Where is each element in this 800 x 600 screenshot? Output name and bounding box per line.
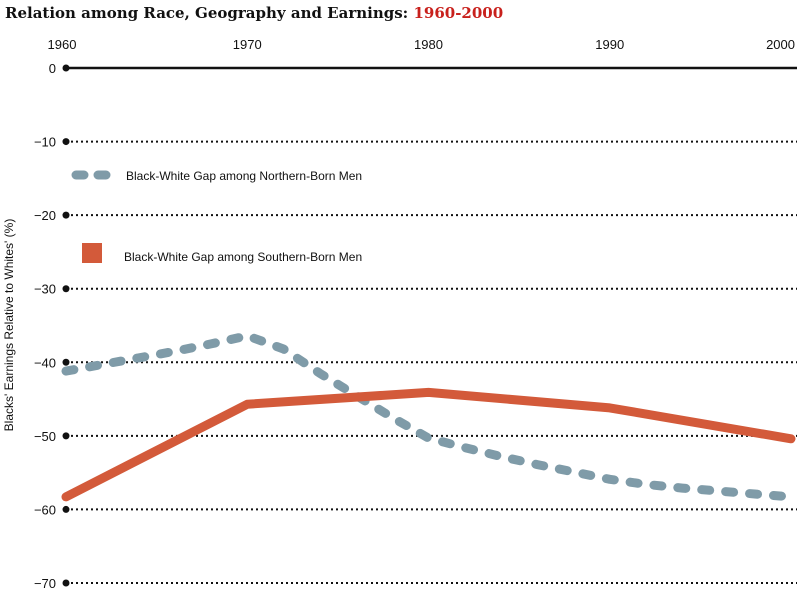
chart-title-highlight: 1960-2000 — [413, 4, 504, 22]
y-tick-label: −10 — [34, 135, 56, 150]
x-tick-label: 1980 — [414, 37, 443, 52]
chart-title-main: Relation among Race, Geography and Earni… — [5, 4, 414, 22]
y-tick-label: −70 — [34, 576, 56, 591]
y-tick-dot — [62, 64, 70, 72]
y-axis-label: Blacks' Earnings Relative to Whites' (%) — [2, 219, 16, 432]
y-tick-label: −50 — [34, 429, 56, 444]
legend-label-northern: Black-White Gap among Northern-Born Men — [126, 169, 362, 183]
y-tick-label: −60 — [34, 502, 56, 517]
x-axis-ticks: 1960 1970 1980 1990 2000 — [48, 37, 795, 52]
y-tick-dot — [62, 285, 70, 293]
legend: Black-White Gap among Northern-Born Men … — [71, 169, 362, 264]
x-tick-label: 2000 — [766, 37, 795, 52]
x-tick-label: 1970 — [233, 37, 262, 52]
y-tick-dot — [62, 211, 70, 219]
series-line-northern — [61, 331, 796, 502]
gridlines — [66, 66, 797, 584]
y-tick-dot — [62, 432, 70, 440]
legend-swatch-southern — [82, 243, 102, 263]
y-axis-ticks: 0 −10 −20 −30 −40 −50 −60 −70 — [34, 61, 70, 591]
y-tick-dot — [62, 505, 70, 513]
y-tick-label: 0 — [49, 61, 56, 76]
y-tick-dot — [62, 138, 70, 146]
y-tick-label: −40 — [34, 355, 56, 370]
chart-title: Relation among Race, Geography and Earni… — [5, 4, 503, 22]
y-tick-dot — [62, 579, 70, 587]
series-line-southern — [61, 387, 796, 502]
x-tick-label: 1960 — [48, 37, 77, 52]
x-tick-label: 1990 — [595, 37, 624, 52]
legend-label-southern: Black-White Gap among Southern-Born Men — [124, 250, 362, 264]
series-lines — [61, 331, 796, 502]
y-tick-label: −20 — [34, 208, 56, 223]
y-tick-dot — [62, 358, 70, 366]
y-tick-label: −30 — [34, 282, 56, 297]
